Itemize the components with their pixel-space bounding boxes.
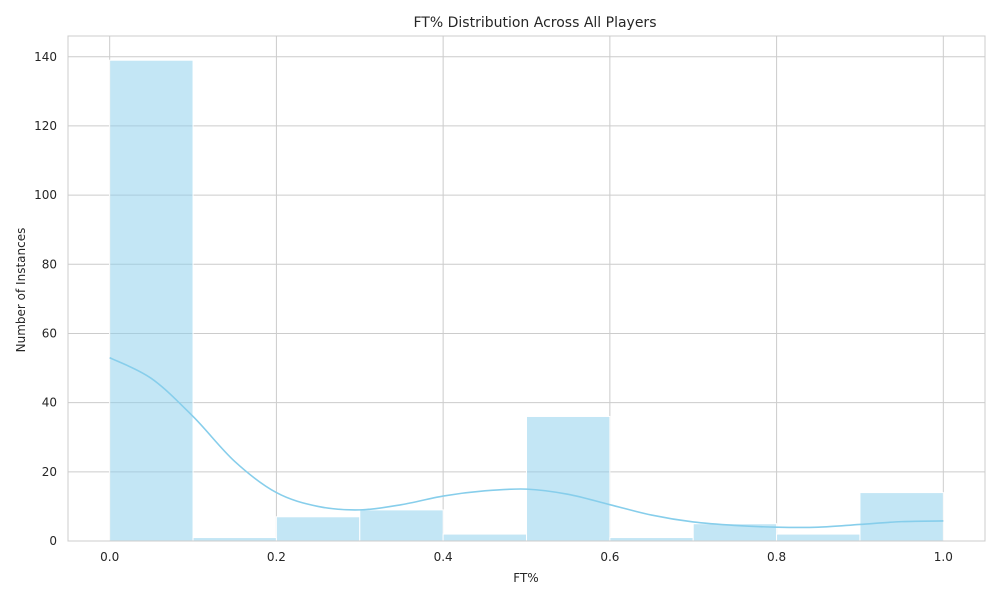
grid-lines — [68, 36, 985, 542]
x-tick-label: 0.8 — [767, 550, 786, 564]
chart-title: FT% Distribution Across All Players — [414, 15, 657, 31]
x-tick-label: 0.2 — [267, 550, 286, 564]
histogram-bars — [109, 59, 944, 542]
histogram-bar — [776, 533, 861, 542]
x-tick-label: 1.0 — [934, 550, 953, 564]
histogram-bar — [275, 516, 361, 542]
x-tick-label: 0.4 — [434, 550, 453, 564]
histogram-bar — [526, 415, 611, 542]
histogram-bar — [609, 537, 694, 542]
histogram-bar — [359, 509, 444, 542]
y-tick-label: 0 — [49, 534, 57, 548]
plot-frame — [67, 35, 986, 542]
histogram-bar — [109, 59, 194, 542]
y-tick-label: 120 — [34, 119, 57, 133]
kde-curve — [109, 356, 944, 529]
y-tick-labels: 0 20 40 60 80 100 120 140 — [34, 50, 57, 548]
x-axis-label: FT% — [513, 571, 538, 585]
x-tick-label: 0.0 — [100, 550, 119, 564]
y-tick-label: 80 — [42, 257, 57, 271]
histogram-bar — [192, 537, 277, 542]
y-tick-label: 60 — [42, 326, 57, 340]
y-tick-label: 140 — [34, 50, 57, 64]
y-tick-label: 40 — [42, 396, 57, 410]
histogram-bar — [442, 533, 527, 542]
y-axis-label: Number of Instances — [14, 228, 28, 353]
x-tick-labels: 0.0 0.2 0.4 0.6 0.8 1.0 — [100, 550, 953, 564]
y-tick-label: 20 — [42, 465, 57, 479]
y-tick-label: 100 — [34, 188, 57, 202]
histogram-bar — [859, 492, 944, 542]
x-tick-label: 0.6 — [600, 550, 619, 564]
